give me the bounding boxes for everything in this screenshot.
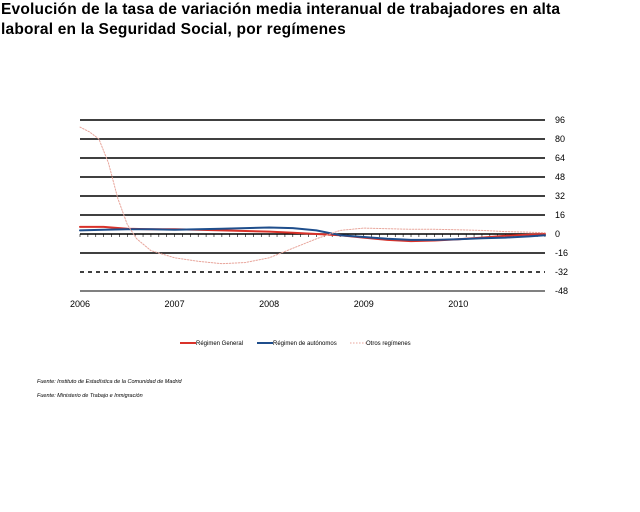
x-axis-tick-labels: 2006 2007 2008 2009 2010 (70, 299, 468, 309)
chart-title-line-2: laboral en la Seguridad Social, por regí… (1, 21, 346, 38)
y-tick-label: 0 (555, 229, 560, 239)
y-tick-label: 16 (555, 210, 565, 220)
y-tick-label: 32 (555, 191, 565, 201)
x-tick-label: 2009 (354, 299, 374, 309)
y-tick-label: 96 (555, 115, 565, 125)
source-note-2: Fuente: Ministerio de Trabajo e Inmigrac… (37, 393, 143, 399)
y-axis-tick-labels: 96 80 64 48 32 16 0 -16 -32 -48 (555, 115, 568, 296)
chart-title: Evolución de la tasa de variación media … (1, 0, 637, 40)
series-lines (79, 126, 546, 265)
gridlines (80, 119, 545, 292)
legend-label-2: Otros regímenes (366, 341, 411, 347)
x-tick-label: 2010 (448, 299, 468, 309)
x-tick-label: 2007 (165, 299, 185, 309)
y-tick-label: 80 (555, 134, 565, 144)
y-tick-label: -16 (555, 248, 568, 258)
y-tick-label: 64 (555, 153, 565, 163)
x-tick-label: 2008 (259, 299, 279, 309)
x-tick-label: 2006 (70, 299, 90, 309)
y-tick-label: 48 (555, 172, 565, 182)
source-note-1: Fuente: Instituto de Estadística de la C… (37, 379, 182, 385)
chart-title-line-1: Evolución de la tasa de variación media … (1, 1, 561, 18)
y-tick-label: -48 (555, 286, 568, 296)
series-line-1 (79, 226, 546, 241)
legend-label-0: Régimen General (196, 341, 243, 347)
legend-label-1: Régimen de autónomos (273, 341, 337, 347)
legend: Régimen General Régimen de autónomos Otros… (180, 341, 411, 347)
series-line-2 (79, 126, 546, 265)
y-tick-label: -32 (555, 267, 568, 277)
